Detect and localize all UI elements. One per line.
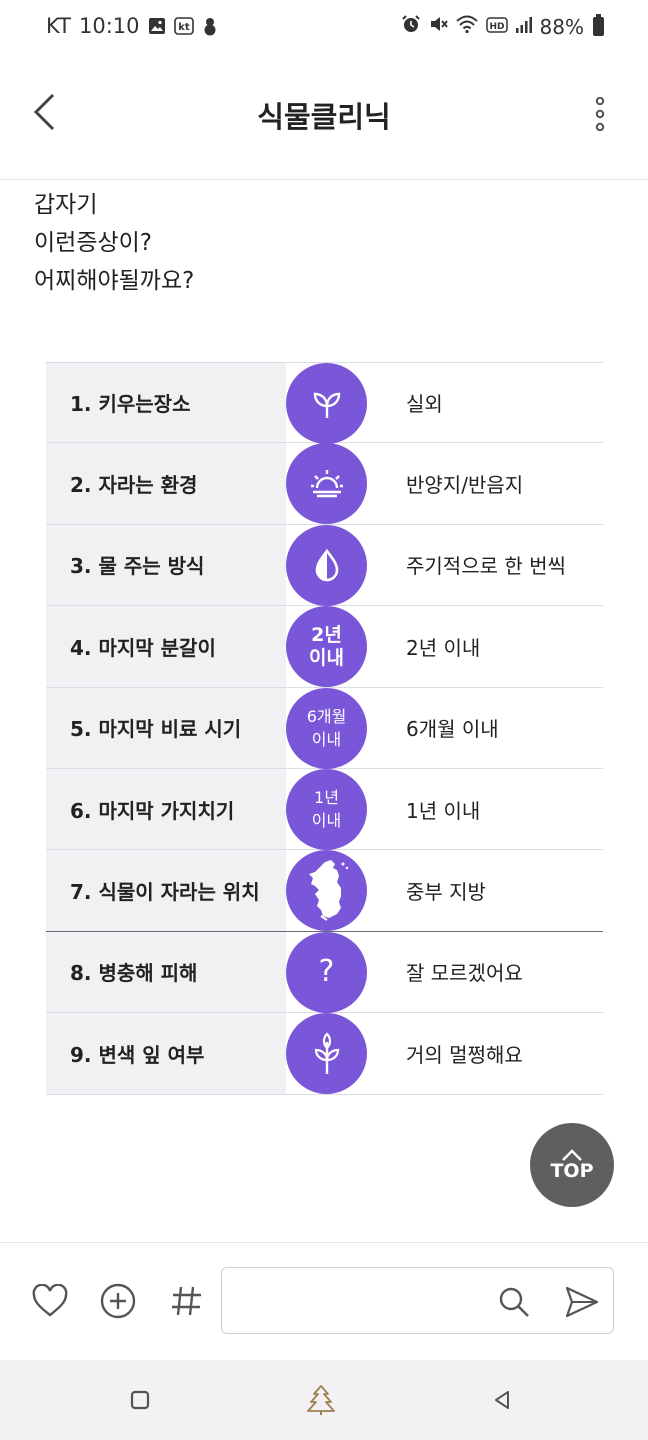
info-value: 중부 지방 (406, 880, 486, 905)
info-row-watering: 3. 물 주는 방식 주기적으로 한 번씩 (46, 524, 603, 607)
search-icon (499, 1287, 529, 1317)
info-value: 6개월 이내 (406, 717, 499, 742)
info-value: 실외 (406, 392, 443, 417)
info-row-discoloration: 9. 변색 잎 여부 거의 멀쩡해요 (46, 1013, 603, 1095)
badge-line: 6개월 (306, 707, 347, 727)
page-title: 식물클리닉 (257, 100, 391, 134)
info-row-region: 7. 식물이 자라는 위치 중부 지방 (46, 850, 603, 932)
kt-app-icon: kt (173, 17, 194, 35)
hashtag-button[interactable] (166, 1281, 206, 1321)
info-label: 5. 마지막 비료 시기 (46, 687, 286, 768)
badge-line: 1년 (314, 788, 339, 808)
post-line: 갑자기 (34, 192, 98, 218)
app-header: 식물클리닉 (0, 56, 648, 180)
plant-icon (286, 1013, 367, 1095)
sprout-icon (286, 363, 367, 444)
post-body: 갑자기 이런증상이? 어찌해야될까요? (34, 186, 194, 300)
tree-icon (307, 1385, 335, 1415)
carrier-label: KT (46, 14, 71, 38)
info-value: 거의 멀쩡해요 (406, 1042, 523, 1067)
question-mark-icon: ? (286, 931, 367, 1013)
recent-apps-button[interactable] (120, 1382, 160, 1418)
more-vertical-icon (595, 97, 605, 131)
info-row-fertilizer: 5. 마지막 비료 시기 6개월 이내 6개월 이내 (46, 687, 603, 769)
info-value: 반양지/반음지 (406, 473, 524, 498)
hd-icon: HD (485, 15, 508, 39)
scroll-top-label: TOP (550, 1160, 594, 1182)
info-value: 잘 모르겠어요 (406, 961, 523, 986)
info-row-pruning: 6. 마지막 가지치기 1년 이내 1년 이내 (46, 768, 603, 851)
search-button[interactable] (494, 1282, 534, 1322)
comment-input-box (221, 1267, 614, 1334)
korea-map-icon (286, 850, 367, 932)
svg-text:HD: HD (489, 22, 504, 32)
info-label: 7. 식물이 자라는 위치 (46, 850, 286, 931)
send-icon (565, 1286, 599, 1318)
gallery-icon (148, 17, 166, 35)
mute-icon (428, 14, 448, 39)
recent-apps-icon (130, 1390, 150, 1410)
info-value: 2년 이내 (406, 635, 481, 660)
info-label: 4. 마지막 분갈이 (46, 606, 286, 687)
comment-bar (0, 1242, 648, 1360)
more-options-button[interactable] (588, 94, 612, 134)
triangle-back-icon (495, 1391, 509, 1409)
badge-line: 2년 (311, 623, 342, 646)
scroll-top-button[interactable]: TOP (530, 1123, 614, 1207)
info-label: 3. 물 주는 방식 (46, 524, 286, 606)
kt-badge-text: kt (178, 22, 190, 33)
chevron-left-icon (33, 93, 55, 131)
back-nav-button[interactable] (482, 1382, 522, 1418)
badge-line: 이내 (309, 646, 344, 669)
battery-icon (593, 14, 604, 36)
add-circle-icon (100, 1283, 136, 1319)
signal-icon (515, 15, 533, 39)
question-symbol: ? (318, 954, 335, 990)
info-value: 주기적으로 한 번씩 (406, 554, 566, 579)
home-button[interactable] (301, 1382, 341, 1418)
sunrise-icon (286, 443, 367, 525)
comment-input[interactable] (234, 1282, 484, 1318)
water-drop-icon (286, 524, 367, 606)
status-left: KT 10:10 kt (46, 14, 218, 38)
info-row-location: 1. 키우는장소 실외 (46, 362, 603, 444)
chevron-up-icon (562, 1149, 582, 1161)
post-line: 이런증상이? (34, 230, 153, 256)
info-row-repotting: 4. 마지막 분갈이 2년 이내 2년 이내 (46, 606, 603, 688)
plant-info-table: 1. 키우는장소 실외 2. 자라는 환경 반양지/반음지 3. 물 주는 방식… (46, 362, 603, 1095)
info-label: 6. 마지막 가지치기 (46, 768, 286, 850)
info-label: 1. 키우는장소 (46, 363, 286, 443)
post-line: 어찌해야될까요? (34, 268, 195, 294)
like-button[interactable] (30, 1281, 70, 1321)
info-row-pests: 8. 병충해 피해 ? 잘 모르겠어요 (46, 931, 603, 1014)
battery-text: 88% (539, 14, 584, 39)
period-badge: 1년 이내 (286, 768, 367, 850)
period-badge: 6개월 이내 (286, 687, 367, 769)
wifi-icon (455, 14, 479, 39)
clock: 10:10 (78, 14, 140, 38)
heart-icon (32, 1284, 68, 1317)
alarm-icon (401, 14, 421, 39)
period-badge: 2년 이내 (286, 606, 367, 688)
badge-line: 이내 (311, 811, 342, 831)
snowman-icon (202, 16, 218, 36)
send-button[interactable] (562, 1282, 602, 1322)
info-row-environment: 2. 자라는 환경 반양지/반음지 (46, 443, 603, 525)
info-value: 1년 이내 (406, 798, 481, 823)
add-button[interactable] (98, 1281, 138, 1321)
info-label: 8. 병충해 피해 (46, 931, 286, 1013)
hashtag-icon (172, 1286, 201, 1316)
system-nav-bar (0, 1360, 648, 1440)
status-right: HD 88% (401, 14, 604, 39)
info-label: 9. 변색 잎 여부 (46, 1013, 286, 1094)
info-label: 2. 자라는 환경 (46, 443, 286, 524)
badge-line: 이내 (311, 730, 342, 750)
back-button[interactable] (22, 86, 66, 138)
status-bar: KT 10:10 kt HD 88% (0, 0, 648, 56)
